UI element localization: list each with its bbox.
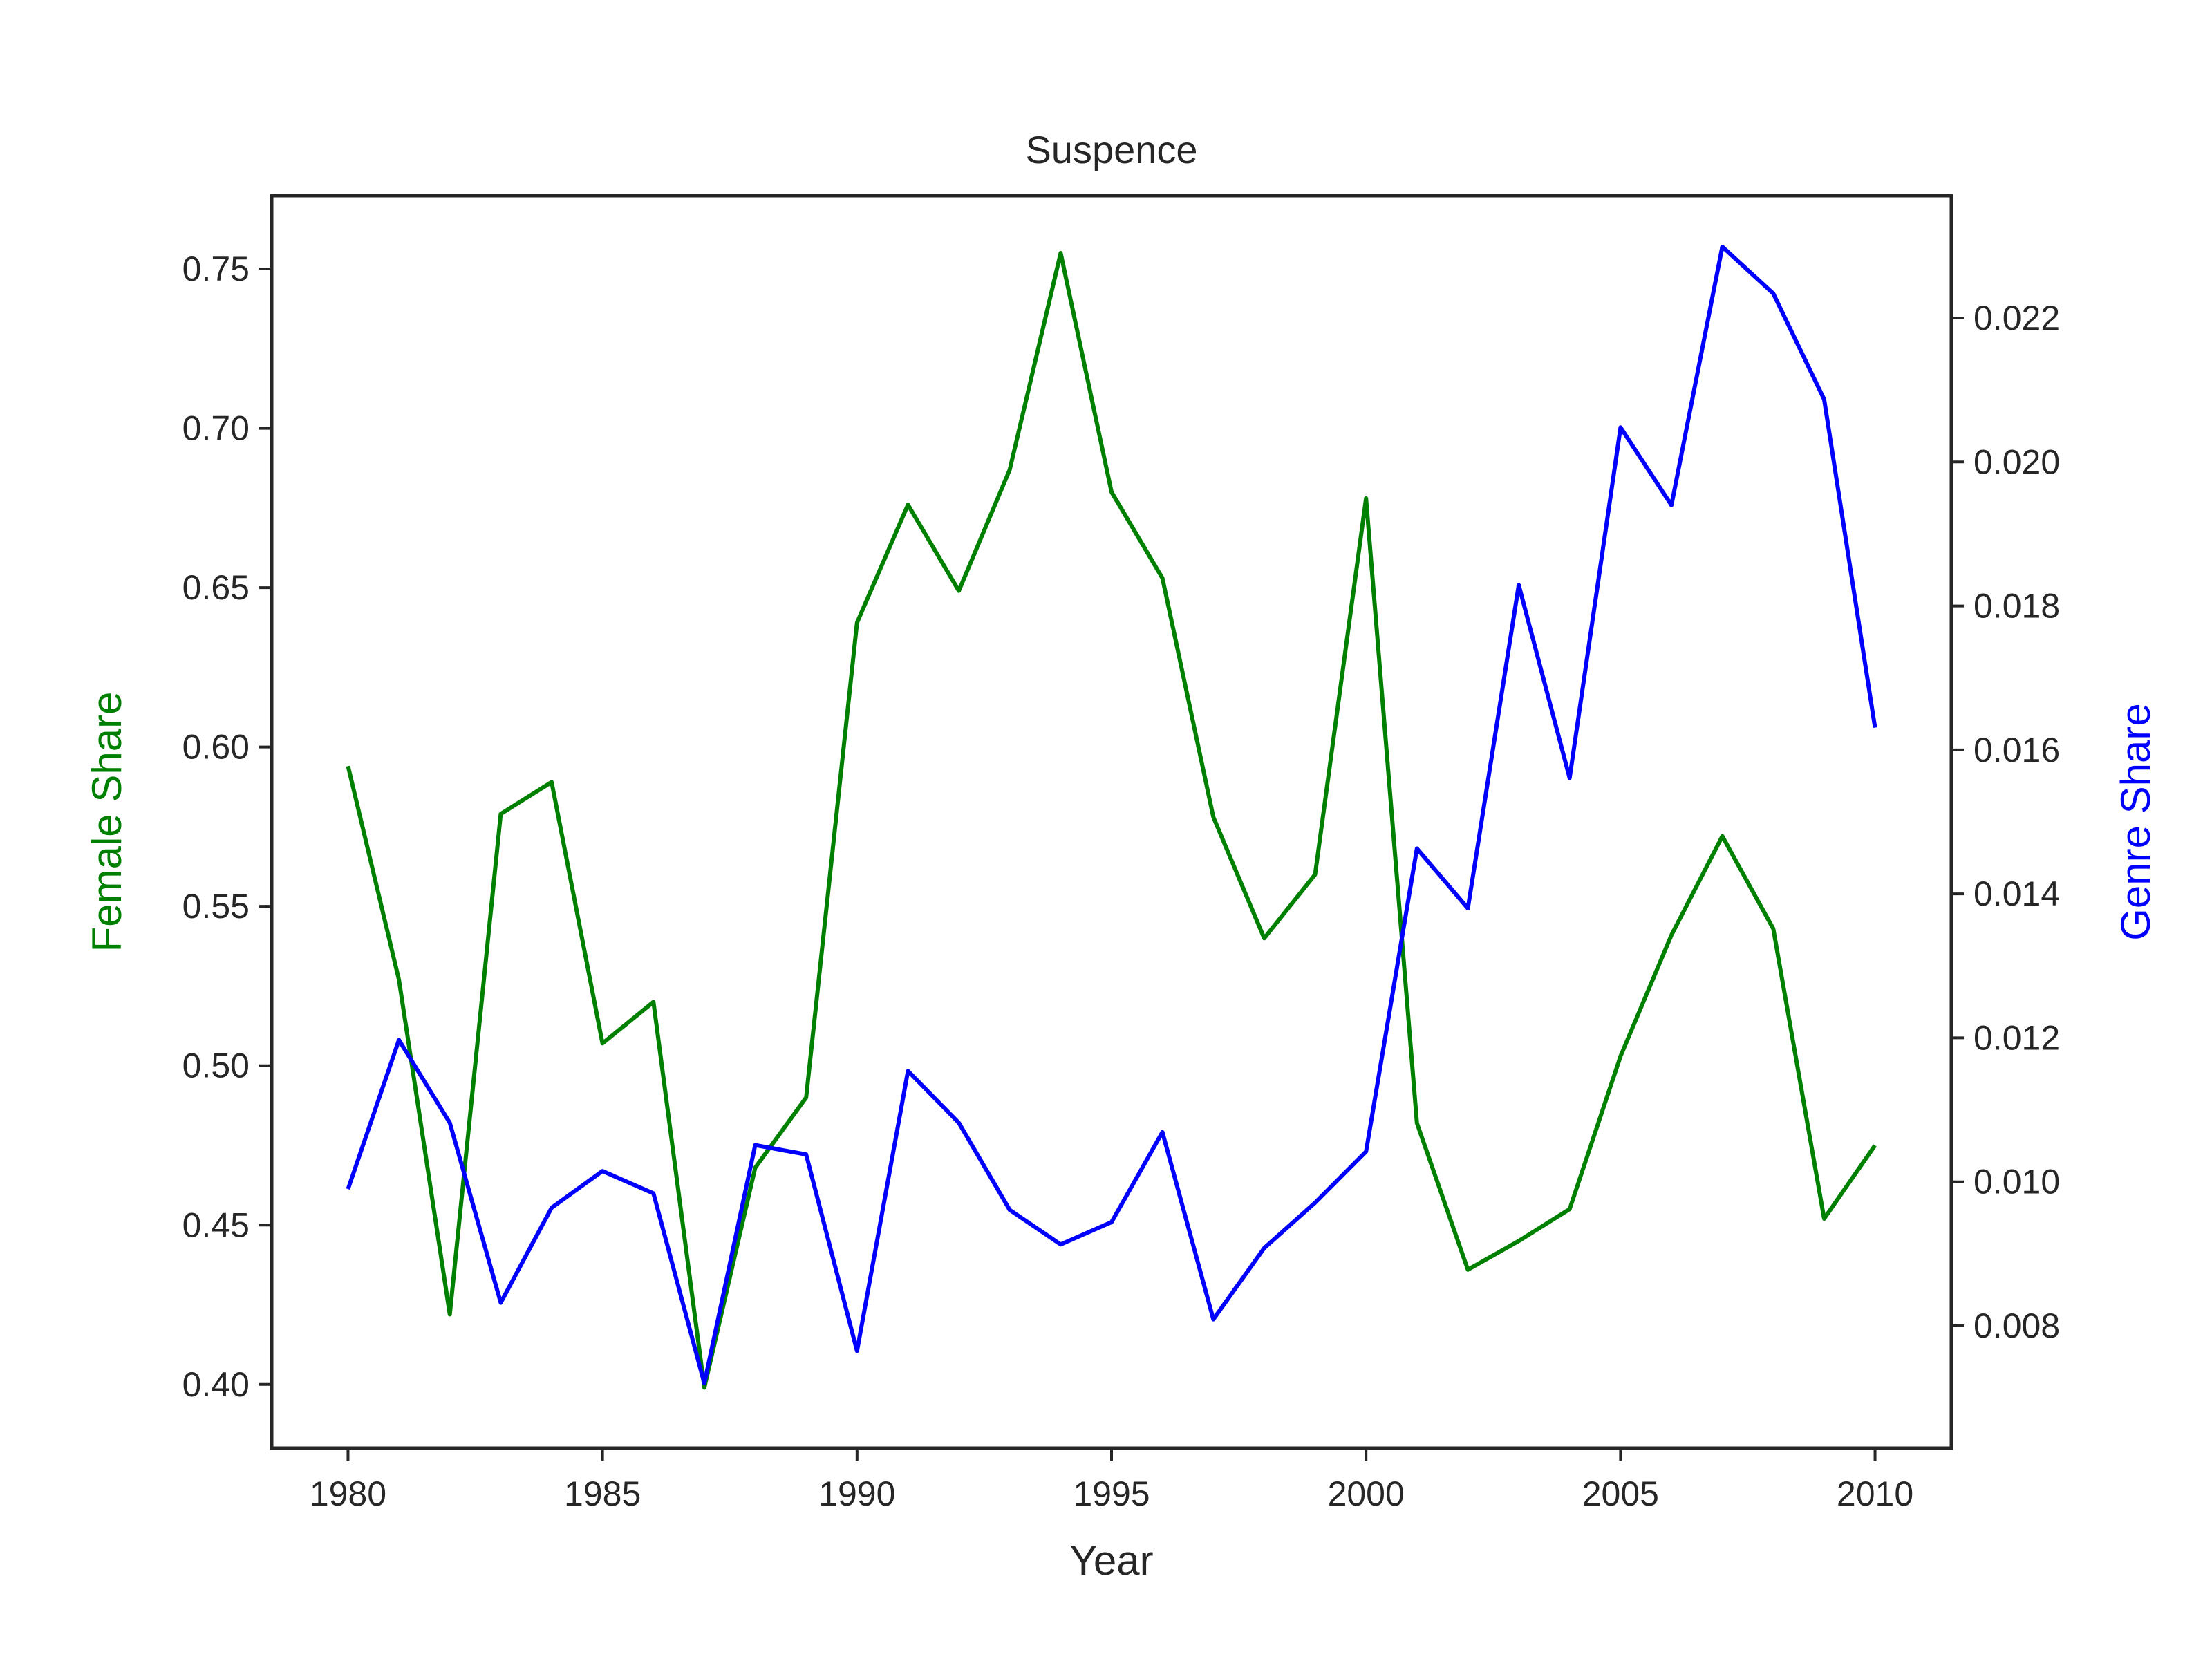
- y-left-tick-label: 0.60: [182, 728, 250, 767]
- x-axis-label: Year: [1069, 1537, 1153, 1584]
- x-tick-label: 2000: [1328, 1474, 1405, 1513]
- y-axis-left: 0.40 0.45 0.50 0.55 0.60 0.65 0.70 0.75: [182, 250, 272, 1404]
- x-tick-label: 1995: [1073, 1474, 1150, 1513]
- y-right-tick-label: 0.010: [1974, 1163, 2060, 1201]
- y-left-tick-label: 0.40: [182, 1365, 250, 1404]
- y-left-tick-label: 0.75: [182, 250, 250, 288]
- y-left-tick-label: 0.45: [182, 1206, 250, 1244]
- y-right-tick-label: 0.020: [1974, 442, 2060, 481]
- y-left-tick-label: 0.55: [182, 887, 250, 926]
- chart-title: Suspence: [1025, 128, 1197, 171]
- x-axis: 1980 1985 1990 1995 2000 2005 2010: [310, 1448, 1913, 1513]
- y-left-tick-label: 0.70: [182, 409, 250, 448]
- y-right-tick-label: 0.016: [1974, 731, 2060, 769]
- y-right-tick-label: 0.008: [1974, 1306, 2060, 1345]
- x-tick-label: 2005: [1582, 1474, 1659, 1513]
- series-layer: [346, 244, 1877, 1390]
- y-right-tick-label: 0.018: [1974, 587, 2060, 626]
- genre-share-line: [346, 244, 1877, 1386]
- female-share-line: [346, 251, 1877, 1390]
- y-axis-left-label: Female Share: [84, 692, 130, 953]
- x-tick-label: 1990: [818, 1474, 895, 1513]
- x-tick-label: 2010: [1837, 1474, 1913, 1513]
- y-left-tick-label: 0.65: [182, 568, 250, 607]
- x-tick-label: 1980: [310, 1474, 386, 1513]
- y-axis-right-label: Genre Share: [2112, 703, 2159, 941]
- y-right-tick-label: 0.022: [1974, 299, 2060, 337]
- y-axis-right: 0.008 0.010 0.012 0.014 0.016 0.018 0.020 0.022: [1951, 299, 2060, 1345]
- y-left-tick-label: 0.50: [182, 1047, 250, 1085]
- x-tick-label: 1985: [564, 1474, 641, 1513]
- y-right-tick-label: 0.012: [1974, 1018, 2060, 1057]
- y-right-tick-label: 0.014: [1974, 874, 2060, 913]
